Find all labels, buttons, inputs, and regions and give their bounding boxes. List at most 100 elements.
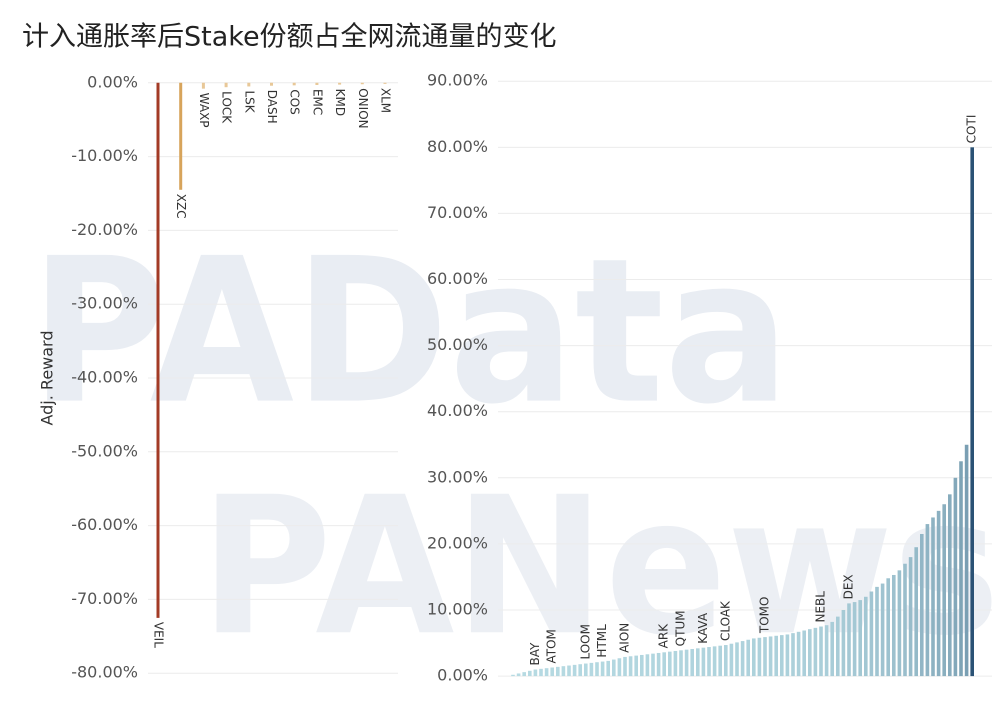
bar — [746, 639, 750, 677]
bar — [179, 82, 183, 190]
category-label: CLOAK — [718, 600, 732, 641]
y-tick-label: -80.00% — [71, 663, 138, 682]
bar — [651, 653, 655, 677]
bar — [864, 596, 868, 677]
bar — [875, 586, 879, 677]
bar — [936, 510, 941, 677]
bar — [796, 631, 801, 677]
category-label: NEBL — [814, 591, 828, 623]
bar — [617, 658, 622, 677]
bar — [156, 82, 160, 618]
bar — [735, 642, 739, 677]
bar — [539, 668, 543, 677]
bar — [567, 665, 571, 677]
bar — [556, 666, 560, 677]
category-label: LOCK — [220, 91, 234, 124]
bar — [869, 591, 874, 677]
y-tick-label: -40.00% — [71, 368, 138, 387]
category-label: COS — [288, 89, 302, 114]
bar — [623, 656, 627, 677]
bar — [830, 621, 834, 677]
y-tick-label: -20.00% — [71, 220, 138, 239]
bar — [673, 650, 678, 677]
bar — [645, 654, 650, 677]
y-tick-label: 0.00% — [437, 666, 488, 685]
bar — [201, 82, 205, 89]
bar — [858, 600, 862, 677]
y-tick-label: 20.00% — [427, 533, 488, 552]
bar — [729, 643, 734, 677]
y-tick-label: 40.00% — [427, 401, 488, 420]
bar — [718, 645, 722, 677]
bar — [383, 82, 387, 84]
bar — [780, 635, 784, 677]
y-tick-label: 30.00% — [427, 467, 488, 486]
bar — [612, 659, 616, 677]
bar — [584, 663, 588, 677]
bar — [696, 648, 700, 677]
category-label: QTUM — [674, 610, 688, 646]
bar — [852, 602, 857, 677]
bar — [920, 533, 924, 677]
bar — [533, 669, 538, 677]
bar — [964, 444, 969, 677]
bar — [903, 563, 907, 677]
bar — [880, 583, 885, 677]
y-tick-label: 10.00% — [427, 600, 488, 619]
category-label: XLM — [379, 88, 393, 113]
category-label: XZC — [174, 194, 188, 219]
category-label: AION — [618, 623, 632, 653]
category-label: COTI — [965, 115, 979, 144]
bar — [360, 82, 364, 85]
category-label: KMD — [333, 89, 347, 116]
bar — [544, 668, 549, 677]
bar — [785, 634, 790, 677]
category-label: KAVA — [696, 612, 710, 644]
category-label: ONION — [356, 88, 370, 128]
bar — [914, 547, 918, 677]
bar — [668, 651, 672, 677]
bar — [942, 504, 946, 677]
bar — [224, 82, 228, 88]
bar — [701, 647, 706, 677]
bar — [752, 638, 756, 677]
bar — [662, 652, 666, 677]
bar — [774, 635, 778, 677]
bar — [897, 570, 902, 677]
y-tick-label: -10.00% — [71, 146, 138, 165]
y-tick-label: 50.00% — [427, 335, 488, 354]
y-tick-label: 90.00% — [427, 71, 488, 90]
y-tick-label: -50.00% — [71, 441, 138, 460]
y-tick-label: 70.00% — [427, 203, 488, 222]
bar — [931, 517, 935, 677]
bar — [561, 666, 566, 677]
category-label: WAXP — [197, 93, 211, 128]
bar — [847, 603, 851, 677]
category-label: LSK — [242, 90, 256, 113]
bar — [684, 649, 689, 677]
y-axis-label: Adj. Reward — [38, 330, 57, 425]
bar — [292, 82, 296, 86]
category-label: DASH — [265, 90, 279, 124]
bar — [572, 664, 577, 677]
bar — [712, 646, 717, 677]
category-label: EMC — [310, 89, 324, 115]
bar — [600, 661, 605, 677]
bar — [841, 610, 846, 677]
bar — [589, 662, 594, 677]
bar — [270, 82, 273, 86]
bar — [763, 637, 767, 677]
bar — [892, 574, 896, 677]
bar — [606, 660, 610, 677]
bar — [595, 662, 599, 677]
bar — [824, 625, 829, 677]
y-tick-label: -70.00% — [71, 589, 138, 608]
bar — [836, 616, 840, 677]
bar — [656, 652, 661, 677]
bar — [315, 82, 319, 85]
category-label: ATOM — [545, 629, 559, 663]
bar — [757, 637, 762, 677]
y-tick-label: 0.00% — [87, 72, 138, 91]
y-tick-label: 60.00% — [427, 269, 488, 288]
